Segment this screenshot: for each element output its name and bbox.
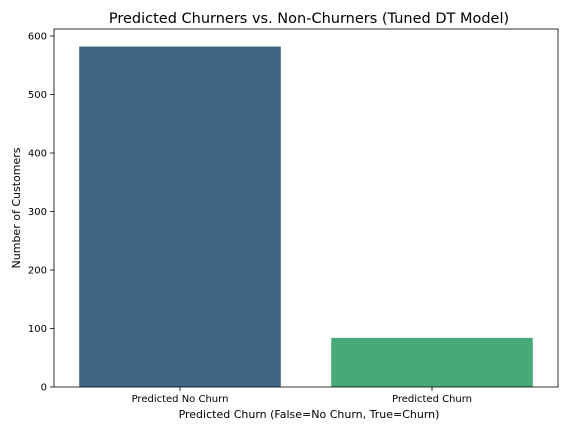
plot-area: Predicted No Churn Predicted Churn 0 100 200…	[28, 28, 559, 405]
plot-frame	[53, 28, 559, 388]
bar-1	[331, 337, 533, 387]
y-tick-label-5: 500	[28, 90, 47, 101]
y-tick-label-1: 100	[28, 324, 47, 335]
x-tick-label-0: Predicted No Churn	[132, 394, 229, 405]
y-axis-label: Number of Customers	[10, 147, 23, 268]
y-tick-label-3: 300	[28, 207, 47, 218]
bar-0	[79, 46, 281, 388]
y-tick-label-0: 0	[41, 383, 47, 394]
y-tick-label-6: 600	[28, 32, 47, 43]
x-axis-label: Predicted Churn (False=No Churn, True=Ch…	[179, 408, 440, 421]
y-tick-label-2: 200	[28, 266, 47, 277]
x-tick-label-1: Predicted Churn	[392, 394, 472, 405]
y-tick-label-4: 400	[28, 149, 47, 160]
chart-title: Predicted Churners vs. Non-Churners (Tun…	[109, 11, 509, 27]
